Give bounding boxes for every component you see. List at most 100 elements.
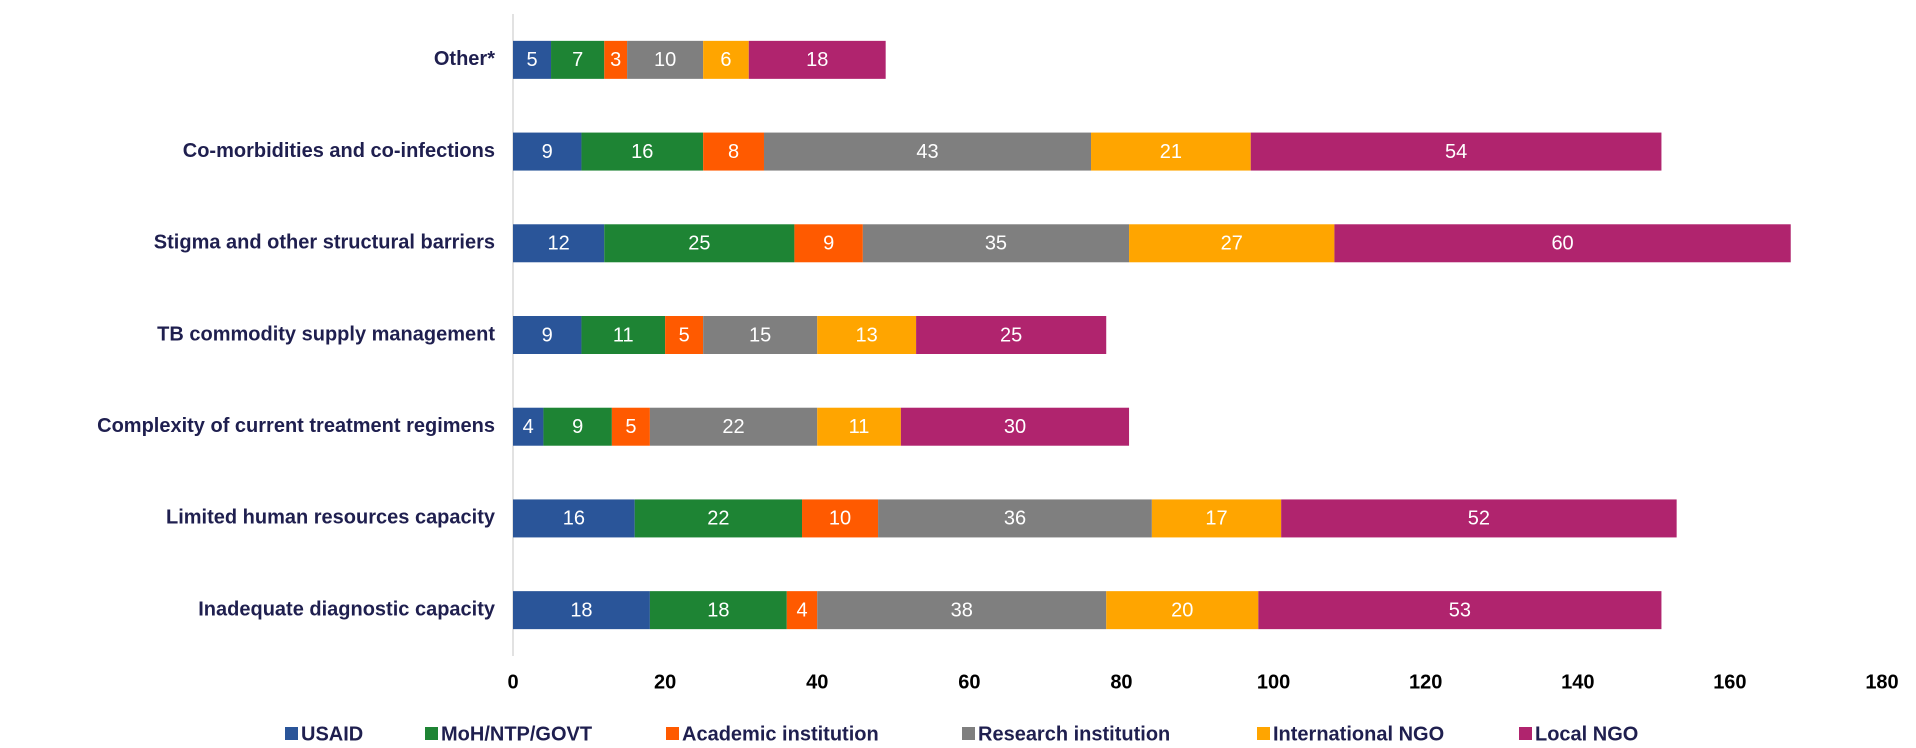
bar-segment — [817, 591, 1107, 630]
x-tick-label: 160 — [1713, 671, 1746, 693]
bar-segment — [817, 407, 901, 446]
bar-segment — [634, 499, 803, 538]
x-tick-label: 100 — [1257, 671, 1290, 693]
bar-segment — [665, 316, 704, 354]
bar-segment — [1250, 132, 1662, 171]
legend-label: International NGO — [1273, 723, 1444, 745]
x-tick-label: 140 — [1561, 671, 1594, 693]
value-label: 43 — [916, 141, 938, 163]
x-tick-label: 60 — [958, 671, 980, 693]
bar-segment — [703, 132, 764, 171]
value-label: 35 — [985, 233, 1007, 255]
value-label: 9 — [823, 233, 834, 255]
legend-swatch — [425, 727, 438, 740]
bar-segment — [581, 316, 666, 354]
bar-segment — [1129, 224, 1335, 263]
category-label: Other* — [434, 48, 495, 70]
bar-segment — [900, 407, 1130, 446]
bar-segment — [513, 224, 605, 263]
bar-segment — [513, 316, 582, 354]
value-label: 25 — [688, 233, 710, 255]
value-label: 8 — [728, 141, 739, 163]
value-label: 22 — [722, 416, 744, 438]
value-label: 12 — [548, 233, 570, 255]
x-tick-label: 120 — [1409, 671, 1442, 693]
legend-label: USAID — [301, 723, 363, 745]
bar-segment — [513, 407, 544, 446]
bar-segment — [862, 224, 1130, 263]
bar-segment — [794, 224, 863, 263]
value-label: 21 — [1160, 141, 1182, 163]
value-label: 18 — [570, 599, 592, 621]
legend-swatch — [666, 727, 679, 740]
bar-segment — [1334, 224, 1791, 263]
value-label: 10 — [829, 508, 851, 530]
value-label: 5 — [526, 49, 537, 71]
bar-segment — [513, 132, 582, 171]
bar-segment — [543, 407, 612, 446]
legend-swatch — [285, 727, 298, 740]
value-label: 17 — [1205, 508, 1227, 530]
bar-segment — [1091, 132, 1251, 171]
value-label: 27 — [1221, 233, 1243, 255]
bar-segment — [513, 499, 635, 538]
legend-label: Academic institution — [682, 723, 879, 745]
category-label: Limited human resources capacity — [166, 507, 496, 529]
bar-segment — [916, 316, 1107, 354]
value-label: 20 — [1171, 599, 1193, 621]
value-label: 4 — [796, 599, 807, 621]
bar-segment — [817, 316, 917, 354]
bar-segment — [1106, 591, 1259, 630]
bar-segment — [513, 591, 650, 630]
legend-label: MoH/NTP/GOVT — [441, 723, 592, 745]
legend-swatch — [962, 727, 975, 740]
bar-segment — [611, 407, 650, 446]
x-tick-label: 20 — [654, 671, 676, 693]
bar-segment — [748, 40, 886, 79]
bar-segment — [763, 132, 1092, 171]
value-label: 7 — [572, 49, 583, 71]
bar-segment — [581, 132, 704, 171]
value-label: 60 — [1551, 233, 1573, 255]
bar-segment — [1151, 499, 1282, 538]
value-label: 9 — [542, 141, 553, 163]
legend-swatch — [1257, 727, 1270, 740]
bar-segment — [513, 40, 552, 79]
value-label: 11 — [849, 416, 870, 438]
value-label: 54 — [1445, 141, 1467, 163]
value-label: 22 — [707, 508, 729, 530]
value-label: 18 — [806, 49, 828, 71]
value-label: 38 — [951, 599, 973, 621]
value-label: 5 — [625, 416, 636, 438]
bar-segment — [878, 499, 1152, 538]
value-label: 30 — [1004, 416, 1026, 438]
value-label: 18 — [707, 599, 729, 621]
category-label: Co-morbidities and co-infections — [183, 140, 495, 162]
x-tick-label: 0 — [507, 671, 518, 693]
x-tick-label: 80 — [1110, 671, 1132, 693]
bar-segment — [551, 40, 605, 79]
value-label: 4 — [523, 416, 534, 438]
bar-segment — [786, 591, 818, 630]
value-label: 10 — [654, 49, 676, 71]
bar-segment — [649, 407, 818, 446]
value-label: 52 — [1468, 508, 1490, 530]
value-label: 13 — [856, 324, 878, 346]
value-label: 5 — [679, 324, 690, 346]
x-tick-label: 180 — [1865, 671, 1898, 693]
category-label: Complexity of current treatment regimens — [97, 415, 495, 437]
bar-segment — [1281, 499, 1677, 538]
bar-segment — [649, 591, 787, 630]
bar-segment — [802, 499, 879, 538]
legend-label: Local NGO — [1535, 723, 1638, 745]
legend-swatch — [1519, 727, 1532, 740]
category-label: TB commodity supply management — [157, 323, 495, 345]
bar-segment — [703, 316, 818, 354]
value-label: 16 — [563, 508, 585, 530]
bar-segment — [604, 40, 628, 79]
bar-segment — [1258, 591, 1662, 630]
value-label: 15 — [749, 324, 771, 346]
value-label: 9 — [572, 416, 583, 438]
value-label: 11 — [613, 324, 634, 346]
